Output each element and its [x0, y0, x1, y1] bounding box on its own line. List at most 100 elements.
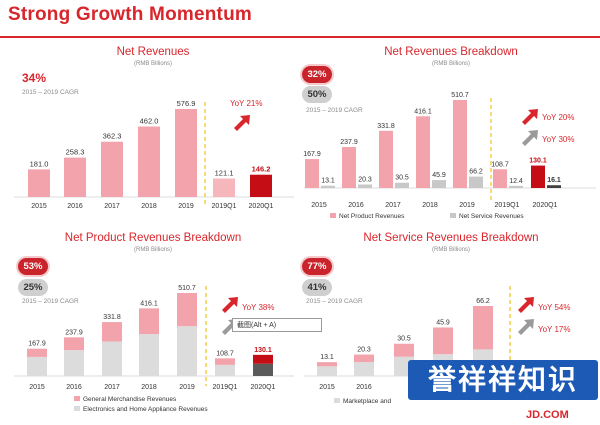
yoy-label: YoY 21%: [230, 99, 262, 108]
bar: [138, 126, 160, 197]
legend-label: Electronics and Home Appliance Revenues: [83, 406, 208, 413]
bar: [250, 174, 272, 197]
yoy-label: YoY 20%: [542, 113, 574, 122]
service-bar: [321, 185, 335, 188]
tick-label: 2019Q1: [495, 202, 520, 209]
yoy-label: YoY 30%: [542, 135, 574, 144]
chart-net-revenues-breakdown: Net Revenues Breakdown (RMB Billions) 32…: [302, 40, 600, 225]
yoy-up-arrow-icon: [222, 297, 238, 313]
value-label: 237.9: [65, 329, 83, 336]
lower-bar: [317, 366, 337, 376]
lower-bar: [354, 362, 374, 376]
legend-label: Marketplace and: [343, 398, 391, 405]
tick-label: 2017: [385, 202, 401, 209]
value-label: 13.1: [320, 354, 334, 361]
value-label: 20.3: [357, 347, 371, 354]
chart-title: Net Revenues: [116, 46, 190, 58]
tick-label: 2018: [422, 202, 438, 209]
product-bar: [379, 130, 393, 188]
yoy-up-arrow-icon: [234, 115, 250, 131]
bar: [213, 178, 235, 197]
electronics-bar: [215, 364, 235, 376]
value-label: 331.8: [103, 314, 121, 321]
legend-label: Net Service Revenues: [459, 213, 524, 220]
value-label: 30.5: [397, 336, 411, 343]
service-bar: [509, 185, 523, 188]
tick-label: 2015: [319, 384, 335, 391]
product-bar: [531, 165, 545, 188]
upper-bar: [394, 343, 414, 357]
yoy-up-arrow-icon: [518, 297, 534, 313]
chart-subtitle: (RMB Billions): [431, 61, 470, 67]
general-bar: [253, 354, 273, 364]
product-value-label: 331.8: [377, 123, 395, 130]
legend-swatch: [330, 213, 336, 218]
value-label: 510.7: [178, 285, 196, 292]
yoy-up-arrow-icon: [522, 109, 538, 125]
general-bar: [102, 322, 122, 342]
upper-bar: [473, 306, 493, 350]
chart-plot: 181.0 2015 258.3 2016 362.3 2017 462.0 2018 576.…: [14, 99, 294, 210]
product-bar: [416, 116, 430, 188]
product-value-label: 237.9: [340, 139, 358, 146]
chart-title: Net Product Revenues Breakdown: [64, 232, 242, 244]
page-title: Strong Growth Momentum: [8, 4, 252, 25]
cagr-badge-grey: 50%: [302, 86, 332, 103]
chart-net-service-revenues-breakdown: Net Service Revenues Breakdown (RMB Bill…: [302, 226, 600, 425]
value-label: 130.1: [254, 347, 272, 354]
service-value-label: 16.1: [547, 177, 561, 184]
value-label: 362.3: [103, 132, 122, 141]
chart-title: Net Revenues Breakdown: [384, 46, 518, 58]
tick-label: 2016: [348, 202, 364, 209]
company-logo: JD.COM: [526, 409, 569, 421]
cagr-badge: 34%: [21, 71, 47, 85]
value-label: 146.2: [252, 165, 271, 174]
chart-subtitle: (RMB Billions): [133, 61, 172, 67]
cagr-badge-red: 32%: [302, 66, 332, 83]
tick-label: 2015: [311, 202, 327, 209]
tick-label: 2019: [179, 384, 195, 391]
tick-label: 2019Q1: [213, 384, 238, 391]
product-bar: [493, 169, 507, 188]
tick-label: 2016: [356, 384, 372, 391]
tick-label: 2020Q1: [533, 202, 558, 209]
value-label: 181.0: [30, 159, 49, 168]
upper-bar: [433, 327, 453, 355]
electronics-bar: [27, 356, 47, 376]
electronics-bar: [64, 350, 84, 376]
upper-bar: [354, 354, 374, 363]
product-bar: [453, 100, 467, 188]
legend-swatch: [450, 213, 456, 218]
watermark: 誉祥祥知识: [408, 360, 598, 400]
bar: [101, 141, 123, 197]
cagr-badge-grey: 25%: [18, 279, 48, 296]
tick-label: 2016: [66, 384, 82, 391]
value-label: 416.1: [140, 300, 158, 307]
tick-label: 2020Q1: [249, 203, 274, 210]
cagr-badge-red: 53%: [18, 258, 48, 275]
chart-subtitle: (RMB Billions): [133, 247, 172, 253]
tick-label: 2019: [178, 203, 194, 210]
service-value-label: 20.3: [358, 177, 372, 184]
tick-label: 2019: [459, 202, 475, 209]
value-label: 576.9: [177, 99, 196, 108]
tick-label: 2017: [104, 384, 120, 391]
service-bar: [395, 182, 409, 188]
tick-label: 2018: [141, 203, 157, 210]
product-value-label: 108.7: [491, 161, 509, 168]
service-bar: [469, 176, 483, 188]
cagr-label: 2015 – 2019 CAGR: [22, 298, 79, 305]
legend-swatch: [74, 396, 80, 401]
general-bar: [27, 348, 47, 357]
tick-label: 2020Q1: [251, 384, 276, 391]
legend-label: Net Product Revenues: [339, 213, 405, 220]
tick-label: 2016: [67, 203, 83, 210]
electronics-bar: [139, 334, 159, 376]
yoy-label: YoY 17%: [538, 325, 570, 334]
bar: [175, 109, 197, 197]
chart-plot: 167.9 13.1 2015 237.9 20.3 2016 331.8 30.5 2017 4…: [303, 92, 596, 220]
electronics-bar: [102, 341, 122, 376]
bar: [28, 169, 50, 197]
product-value-label: 167.9: [303, 151, 321, 158]
screenshot-tooltip: 截图(Alt + A): [232, 318, 322, 332]
